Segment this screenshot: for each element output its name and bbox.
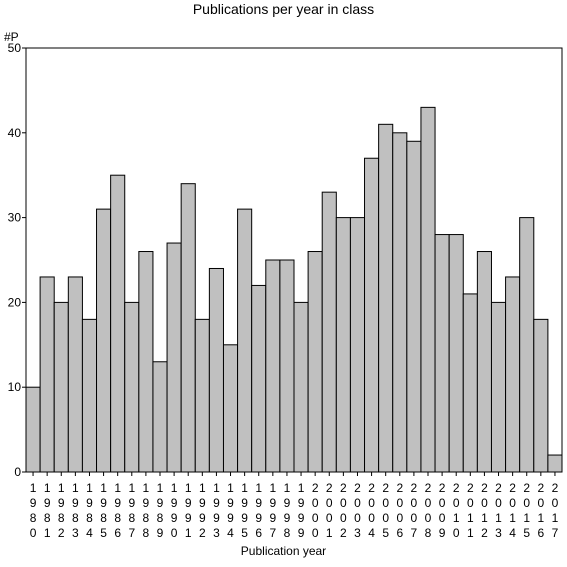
bar — [547, 454, 563, 473]
bar — [519, 217, 535, 473]
chart-title: Publications per year in class — [192, 1, 375, 17]
y-tick-label: 10 — [8, 380, 22, 394]
bar — [434, 234, 450, 473]
bar — [378, 123, 394, 473]
bar — [533, 318, 549, 473]
bar — [67, 276, 83, 473]
bar — [462, 293, 478, 473]
bar — [293, 301, 309, 473]
y-tick-label: 40 — [8, 126, 22, 140]
bar — [335, 217, 351, 473]
bar — [237, 208, 253, 473]
bar — [194, 318, 210, 473]
y-tick-label: 30 — [8, 211, 22, 225]
bar — [448, 234, 464, 473]
y-tick-label: 20 — [8, 295, 22, 309]
bar — [420, 106, 436, 473]
bar — [96, 208, 112, 473]
bar — [25, 386, 41, 473]
bar — [53, 301, 69, 473]
bar — [81, 318, 98, 473]
bar — [222, 344, 239, 473]
bar — [39, 276, 55, 473]
bar — [180, 183, 196, 473]
bar — [124, 301, 140, 473]
bar — [406, 140, 422, 473]
bar — [364, 157, 380, 473]
bar — [505, 276, 521, 473]
bar — [166, 242, 182, 473]
bar — [265, 259, 281, 473]
bar — [279, 259, 295, 473]
x-axis-label: Publication year — [240, 544, 327, 558]
bar — [476, 251, 492, 473]
bar — [152, 361, 168, 473]
bar — [490, 301, 507, 473]
bar — [349, 217, 366, 473]
bar — [392, 132, 408, 473]
y-tick-label: 0 — [14, 465, 21, 479]
bar — [208, 267, 224, 473]
y-axis-label: #P — [4, 30, 19, 44]
bar — [110, 174, 126, 473]
bar — [138, 251, 154, 473]
y-tick-label: 50 — [8, 41, 22, 55]
bar — [321, 191, 337, 473]
bar — [251, 284, 267, 473]
bar — [307, 251, 323, 473]
